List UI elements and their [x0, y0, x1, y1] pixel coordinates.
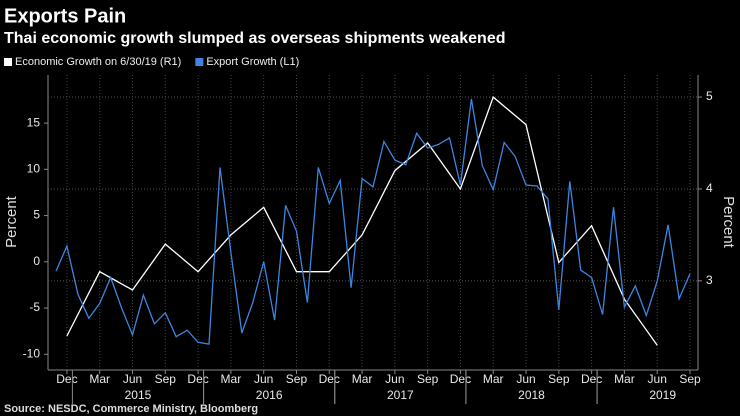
- y-tick-label: -5: [29, 300, 40, 314]
- x-tick-label: Dec: [187, 372, 208, 386]
- year-label: 2016: [256, 388, 283, 402]
- x-tick-label: Sep: [679, 372, 701, 386]
- legend-swatch: [195, 58, 204, 66]
- series-line: [66, 96, 658, 346]
- x-tick-label: Dec: [581, 372, 602, 386]
- chart-subtitle: Thai economic growth slumped as overseas…: [4, 30, 506, 47]
- series-line: [55, 98, 691, 345]
- y2-axis-label: Percent: [720, 196, 737, 249]
- y2-tick-label: 3: [706, 273, 713, 287]
- x-tick-label: Sep: [548, 372, 570, 386]
- year-label: 2019: [649, 388, 676, 402]
- y-tick-label: 5: [33, 208, 40, 222]
- y-axis-label: Percent: [3, 195, 20, 248]
- chart-title: Exports Pain: [4, 5, 126, 27]
- year-label: 2018: [518, 388, 545, 402]
- y2-tick-label: 4: [706, 181, 713, 195]
- y-tick-label: 15: [27, 115, 41, 129]
- x-tick-label: Mar: [352, 372, 373, 386]
- source: Source: NESDC, Commerce Ministry, Bloomb…: [4, 403, 258, 415]
- x-tick-label: Mar: [614, 372, 635, 386]
- y-tick-label: -10: [23, 346, 41, 360]
- x-tick-label: Jun: [254, 372, 273, 386]
- x-tick-label: Sep: [286, 372, 308, 386]
- x-tick-label: Jun: [648, 372, 667, 386]
- x-tick-label: Mar: [483, 372, 504, 386]
- y-tick-label: 10: [27, 161, 41, 175]
- x-tick-label: Jun: [123, 372, 142, 386]
- year-label: 2017: [387, 388, 414, 402]
- y-tick-label: 0: [33, 254, 40, 268]
- legend-label: Export Growth (L1): [206, 56, 299, 68]
- y2-tick-label: 5: [706, 89, 713, 103]
- x-tick-label: Sep: [417, 372, 439, 386]
- x-tick-label: Mar: [221, 372, 242, 386]
- x-tick-label: Dec: [450, 372, 471, 386]
- x-tick-label: Dec: [56, 372, 77, 386]
- x-tick-label: Jun: [385, 372, 404, 386]
- x-tick-label: Mar: [89, 372, 110, 386]
- legend-label: Economic Growth on 6/30/19 (R1): [15, 56, 181, 68]
- year-label: 2015: [125, 388, 152, 402]
- x-tick-label: Sep: [155, 372, 177, 386]
- x-tick-label: Dec: [319, 372, 340, 386]
- x-tick-label: Jun: [516, 372, 535, 386]
- legend-swatch: [4, 58, 12, 66]
